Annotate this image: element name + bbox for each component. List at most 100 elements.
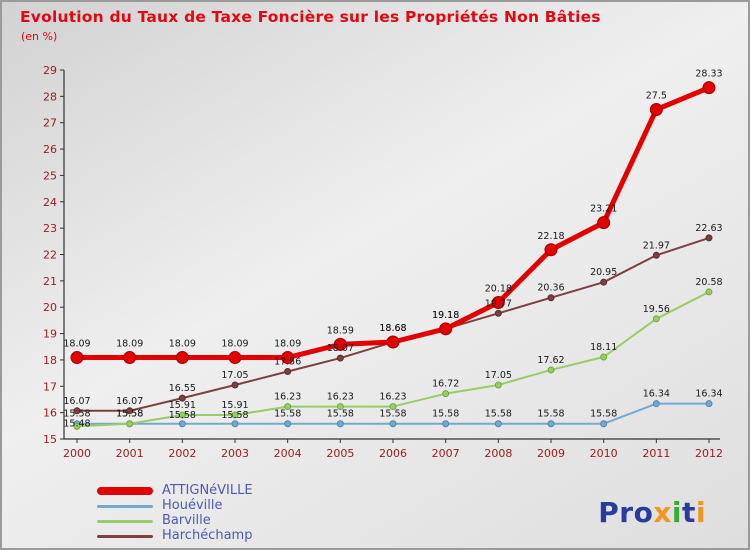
logo-letter: o xyxy=(633,496,654,529)
data-point xyxy=(442,390,450,398)
legend-label: Harchéchamp xyxy=(162,528,253,543)
data-label: 18.07 xyxy=(327,343,354,354)
data-point xyxy=(228,351,242,365)
data-label: 19.18 xyxy=(432,310,459,321)
data-label: 22.63 xyxy=(695,223,722,234)
unit-subtitle: (en %) xyxy=(21,30,58,43)
data-point xyxy=(547,366,555,374)
data-point xyxy=(600,278,608,286)
data-label: 19.56 xyxy=(643,304,670,315)
axes xyxy=(63,70,720,440)
data-point xyxy=(649,103,663,117)
data-point xyxy=(652,251,660,259)
data-label: 28.33 xyxy=(695,69,722,80)
data-point xyxy=(175,351,189,365)
page-title: Evolution du Taux de Taxe Foncière sur l… xyxy=(20,8,601,26)
data-point xyxy=(705,234,713,242)
legend-label: Barville xyxy=(162,513,211,528)
y-axis-label: 27 xyxy=(43,117,57,130)
legend-label: ATTIGNéVILLE xyxy=(162,483,253,498)
y-axis-label: 15 xyxy=(43,433,57,446)
legend-item: Harchéchamp xyxy=(97,529,253,543)
y-axis-label: 29 xyxy=(43,64,57,77)
data-label: 18.59 xyxy=(327,325,354,336)
data-point xyxy=(389,420,397,428)
x-axis-label: 2002 xyxy=(168,447,196,460)
data-point xyxy=(336,403,344,411)
data-point xyxy=(178,394,186,402)
data-label: 22.18 xyxy=(537,231,564,242)
logo-letter: i xyxy=(695,496,706,529)
data-point xyxy=(178,420,186,428)
data-label: 15.58 xyxy=(432,409,459,420)
logo-letter: i xyxy=(671,496,682,529)
data-label: 16.23 xyxy=(327,392,354,403)
y-axis-label: 22 xyxy=(43,249,57,262)
data-point xyxy=(442,420,450,428)
data-label: 16.34 xyxy=(643,389,670,400)
data-point xyxy=(702,81,716,95)
data-point xyxy=(494,309,502,317)
data-label: 18.68 xyxy=(379,323,406,334)
data-point xyxy=(73,407,81,415)
y-axis-label: 20 xyxy=(43,301,57,314)
data-point xyxy=(73,422,81,430)
data-point xyxy=(284,403,292,411)
x-axis-label: 2003 xyxy=(221,447,249,460)
y-axis-label: 16 xyxy=(43,407,57,420)
data-point xyxy=(491,295,505,309)
data-label: 17.05 xyxy=(221,370,248,381)
data-label: 15.58 xyxy=(116,409,143,420)
legend-item: Houéville xyxy=(97,499,253,513)
x-axis-label: 2011 xyxy=(642,447,670,460)
legend-item: ATTIGNéVILLE xyxy=(97,484,253,498)
data-point xyxy=(126,420,134,428)
data-point xyxy=(600,353,608,361)
data-label: 15.58 xyxy=(327,409,354,420)
data-point xyxy=(547,294,555,302)
chart-legend: ATTIGNéVILLE Houéville Barville Harchéchamp xyxy=(97,484,253,543)
data-point xyxy=(231,411,239,419)
data-label: 19.18 xyxy=(432,310,459,321)
data-label: 16.07 xyxy=(116,396,143,407)
data-label: 16.55 xyxy=(169,383,196,394)
data-point xyxy=(126,407,134,415)
data-label: 16.23 xyxy=(274,392,301,403)
data-label: 18.68 xyxy=(379,323,406,334)
y-axis-label: 18 xyxy=(43,354,57,367)
data-label: 20.95 xyxy=(590,267,617,278)
y-axis-label: 26 xyxy=(43,143,57,156)
data-label: 15.91 xyxy=(221,400,248,411)
legend-swatch xyxy=(97,504,153,508)
data-label: 21.97 xyxy=(643,240,670,251)
y-axis-label: 21 xyxy=(43,275,57,288)
x-axis-label: 2005 xyxy=(326,447,354,460)
data-label: 15.58 xyxy=(63,409,90,420)
data-label: 18.09 xyxy=(116,339,143,350)
data-label: 16.23 xyxy=(379,392,406,403)
data-label: 16.07 xyxy=(63,396,90,407)
legend-item: Barville xyxy=(97,514,253,528)
data-label: 15.48 xyxy=(63,419,90,430)
proxiti-logo: Proxiti xyxy=(598,496,706,529)
legend-swatch xyxy=(97,487,153,495)
data-point xyxy=(597,216,611,230)
y-axis-label: 25 xyxy=(43,169,57,182)
logo-letter: r xyxy=(619,496,634,529)
legend-label: Houéville xyxy=(162,498,223,513)
data-point xyxy=(281,351,295,365)
x-axis-label: 2006 xyxy=(379,447,407,460)
data-label: 15.58 xyxy=(274,409,301,420)
data-point xyxy=(70,351,84,365)
data-point xyxy=(389,403,397,411)
data-label: 15.58 xyxy=(537,409,564,420)
data-point xyxy=(284,420,292,428)
data-label: 15.91 xyxy=(169,400,196,411)
data-label: 15.58 xyxy=(590,409,617,420)
data-point xyxy=(231,381,239,389)
x-axis-label: 2012 xyxy=(695,447,723,460)
legend-swatch xyxy=(97,534,153,538)
data-point xyxy=(600,420,608,428)
data-point xyxy=(123,351,137,365)
data-label: 17.56 xyxy=(274,357,301,368)
